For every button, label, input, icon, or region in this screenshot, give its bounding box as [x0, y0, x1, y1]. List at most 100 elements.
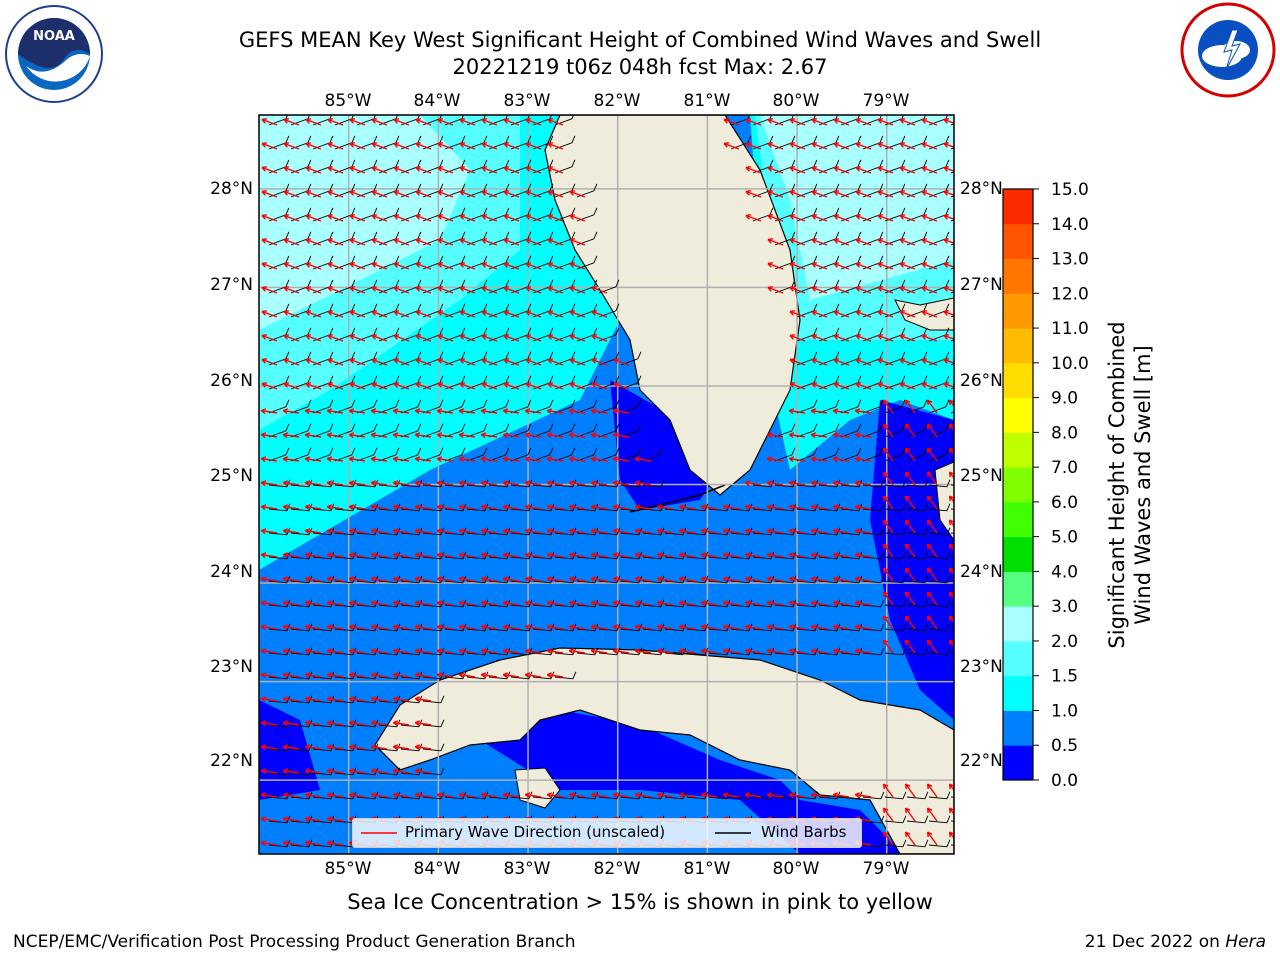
- legend-wind-barbs: Wind Barbs: [761, 823, 847, 841]
- wind-barb: [884, 447, 906, 462]
- wave-direction-arrow: [414, 672, 432, 679]
- wave-direction-arrow: [261, 358, 278, 366]
- wave-direction-arrow: [459, 334, 476, 342]
- wave-direction-arrow: [370, 720, 388, 727]
- wind-barb: [884, 303, 906, 318]
- wind-barb: [620, 375, 642, 390]
- wind-barb: [928, 503, 951, 512]
- wave-direction-arrow: [613, 358, 630, 366]
- colorbar-tick-label: 14.0: [1051, 215, 1089, 235]
- wave-direction-arrow: [348, 432, 366, 439]
- wind-barb: [818, 207, 840, 222]
- wind-barb: [862, 159, 884, 174]
- wave-direction-arrow: [459, 190, 476, 198]
- wind-barb: [334, 255, 356, 270]
- wave-direction-arrow: [459, 358, 476, 366]
- colorbar-band: [1003, 501, 1033, 538]
- wave-band-2-0-to-3-0-atlantic: [760, 115, 954, 300]
- wind-barb: [488, 135, 510, 150]
- nws-logo: [1180, 2, 1276, 98]
- wave-direction-arrow: [524, 600, 542, 607]
- wind-barb: [884, 327, 906, 342]
- wave-direction-arrow: [833, 118, 850, 126]
- wind-barb: [862, 375, 884, 390]
- wave-direction-arrow: [833, 190, 850, 198]
- wave-direction-arrow: [370, 624, 388, 631]
- wind-barb: [906, 479, 929, 488]
- wave-direction-arrow: [904, 543, 916, 558]
- wave-direction-arrow: [327, 262, 344, 270]
- wave-direction-arrow: [810, 648, 828, 655]
- wave-direction-arrow: [304, 504, 322, 511]
- wave-direction-arrow: [744, 648, 762, 655]
- wind-barb: [378, 207, 400, 222]
- wave-direction-arrow: [326, 696, 344, 703]
- wave-direction-arrow: [393, 238, 410, 246]
- colorbar-band: [1003, 745, 1033, 781]
- wave-direction-arrow: [943, 214, 954, 220]
- wave-direction-arrow: [348, 624, 366, 631]
- wind-barb: [642, 479, 665, 488]
- colorbar-band: [1003, 293, 1033, 329]
- wind-barb: [312, 375, 334, 390]
- wind-barb: [400, 207, 422, 222]
- wave-direction-arrow: [547, 262, 564, 270]
- wind-barb: [884, 479, 907, 488]
- wave-direction-arrow: [882, 639, 894, 654]
- wave-direction-arrow: [899, 334, 916, 342]
- wave-direction-arrow: [744, 576, 762, 583]
- wind-barb: [928, 303, 950, 318]
- wave-direction-arrow: [282, 720, 300, 727]
- wave-direction-arrow: [882, 471, 894, 486]
- wave-direction-arrow: [547, 382, 564, 390]
- wave-direction-arrow: [590, 408, 608, 415]
- wind-barb: [466, 327, 488, 342]
- wind-barb: [400, 303, 422, 318]
- wave-direction-arrow: [304, 792, 322, 799]
- wave-direction-arrow: [634, 480, 652, 487]
- wind-barb: [884, 399, 906, 414]
- wave-direction-arrow: [722, 528, 740, 535]
- wind-barb: [444, 279, 466, 294]
- wave-direction-arrow: [481, 310, 498, 318]
- wind-barb: [906, 839, 929, 848]
- wave-direction-arrow: [261, 190, 278, 198]
- wind-barb: [312, 159, 334, 174]
- wave-direction-arrow: [458, 600, 476, 607]
- lat-right-label: 26°N: [960, 371, 1003, 391]
- wind-barb: [510, 303, 532, 318]
- wind-barb: [928, 207, 950, 222]
- wave-direction-arrow: [547, 118, 564, 126]
- wave-direction-arrow: [788, 624, 806, 631]
- wave-direction-arrow: [744, 624, 762, 631]
- wind-barb: [488, 351, 510, 366]
- wind-barb: [884, 351, 906, 366]
- wind-barb: [378, 135, 400, 150]
- wind-barb: [818, 279, 840, 294]
- wave-direction-arrow: [854, 456, 872, 463]
- wind-barb: [422, 695, 445, 704]
- wave-direction-arrow: [525, 142, 542, 150]
- wave-direction-arrow: [348, 792, 366, 799]
- wave-direction-arrow: [260, 576, 278, 583]
- wave-direction-arrow: [282, 768, 300, 775]
- lat-right-label: 22°N: [960, 751, 1003, 771]
- wind-barb: [840, 231, 862, 246]
- wave-direction-arrow: [283, 214, 300, 222]
- wave-direction-arrow: [348, 744, 366, 751]
- wave-direction-arrow: [525, 382, 542, 390]
- wave-direction-arrow: [943, 142, 954, 148]
- wind-barb: [290, 231, 312, 246]
- wind-barb: [906, 791, 929, 800]
- wave-direction-arrow: [414, 456, 432, 463]
- wave-direction-arrow: [700, 792, 718, 799]
- lat-left-label: 25°N: [210, 466, 253, 486]
- lat-left-label: 24°N: [210, 562, 253, 582]
- wave-direction-arrow: [855, 142, 872, 150]
- wave-direction-arrow: [305, 142, 322, 150]
- wind-barb: [334, 183, 356, 198]
- wave-direction-arrow: [904, 399, 916, 414]
- colorbar-band: [1003, 536, 1033, 572]
- wind-barb: [906, 647, 929, 656]
- wind-barb: [466, 135, 488, 150]
